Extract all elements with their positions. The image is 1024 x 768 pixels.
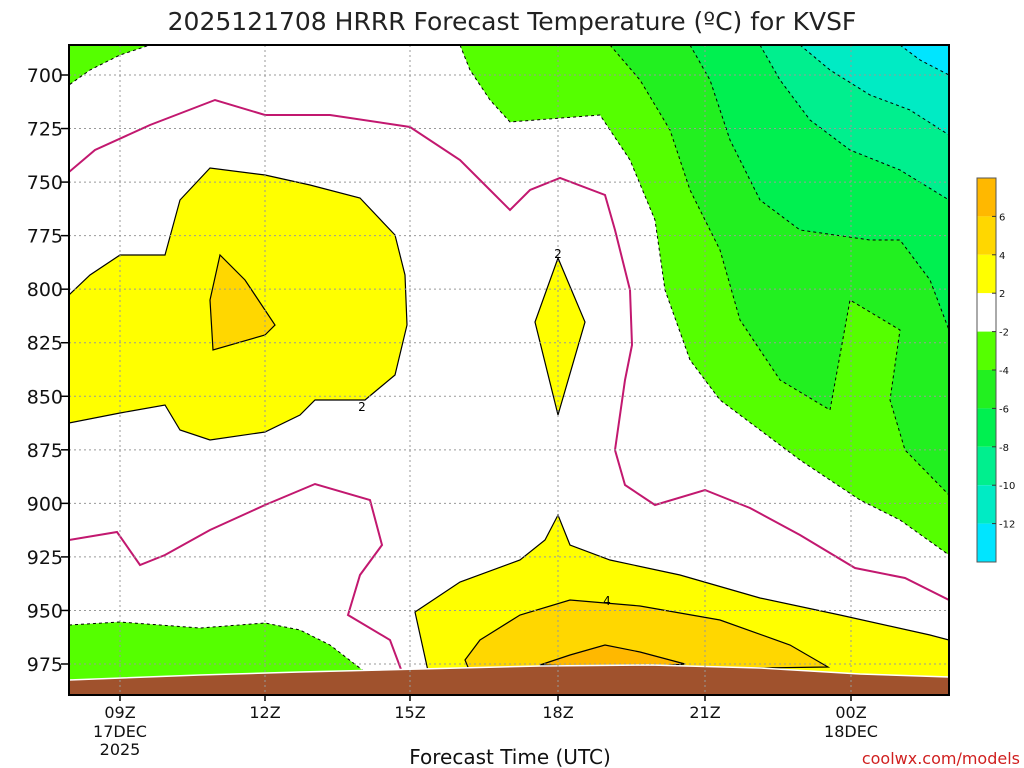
colorbar-swatch <box>977 485 996 524</box>
region-below-minus10 <box>799 45 949 136</box>
colorbar-tick-label: -4 <box>999 366 1009 377</box>
contour-label-2-center: 2 <box>554 247 562 261</box>
x-tick-date: 18DEC <box>824 722 878 741</box>
plot-area <box>69 45 949 695</box>
colorbar-swatch <box>977 370 996 409</box>
colorbar-swatch <box>977 178 996 217</box>
y-tick-label: 875 <box>27 440 63 462</box>
y-tick-label: 900 <box>27 493 63 515</box>
x-tick-label: 09Z <box>104 703 135 722</box>
y-tick-label: 825 <box>27 333 63 355</box>
zero-isotherm-upper <box>69 98 949 601</box>
colorbar: 6 4 2 -2 -4 -6 -8 -10 -12 <box>976 177 1015 563</box>
zero-isotherm-lower <box>69 482 406 681</box>
y-tick-label: 925 <box>27 547 63 569</box>
colorbar-tick-label: -12 <box>999 520 1015 531</box>
contour-label-2-left: 2 <box>358 400 366 414</box>
colorbar-tick-label: 2 <box>999 289 1005 300</box>
x-tick-date: 17DEC <box>93 722 147 741</box>
x-tick-year: 2025 <box>100 740 141 759</box>
y-tick-label: 975 <box>27 654 63 676</box>
y-tick-label: 950 <box>27 600 63 622</box>
plot-frame <box>68 44 950 696</box>
colorbar-tick-label: 4 <box>999 251 1005 262</box>
colorbar-swatch <box>977 331 996 370</box>
x-tick-label: 18Z <box>542 703 573 722</box>
colorbar-tick-label: -2 <box>999 328 1009 339</box>
colorbar-swatch <box>977 216 996 255</box>
x-tick-label: 15Z <box>394 703 425 722</box>
y-tick-label: 850 <box>27 386 63 408</box>
colorbar-swatch <box>977 523 996 562</box>
x-tick-label: 00Z <box>835 703 866 722</box>
credit-text: coolwx.com/models <box>862 749 1020 768</box>
x-tick-label: 21Z <box>689 703 720 722</box>
colorbar-swatch <box>977 408 996 447</box>
y-axis: 700 725 750 775 800 825 850 875 900 925 950 975 <box>27 65 69 676</box>
y-tick-label: 700 <box>27 65 63 87</box>
colorbar-swatch <box>977 446 996 486</box>
colorbar-tick-label: -6 <box>999 404 1009 415</box>
colorbar-tick-label: -10 <box>999 481 1015 492</box>
contour-label-4: 4 <box>603 594 611 608</box>
colorbar-swatch <box>977 254 996 294</box>
region-below-minus12 <box>899 45 949 76</box>
chart-title: 2025121708 HRRR Forecast Temperature (ºC… <box>168 7 857 36</box>
y-tick-label: 725 <box>27 119 63 141</box>
colorbar-swatch <box>977 293 996 332</box>
x-tick-label: 12Z <box>249 703 280 722</box>
colorbar-tick-label: -8 <box>999 443 1009 454</box>
y-tick-label: 800 <box>27 279 63 301</box>
y-tick-label: 775 <box>27 226 63 248</box>
x-axis-label: Forecast Time (UTC) <box>409 745 611 768</box>
colorbar-tick-label: 6 <box>999 212 1005 223</box>
y-tick-label: 750 <box>27 172 63 194</box>
region-surface-negative <box>69 621 367 681</box>
gridlines <box>69 45 949 695</box>
region-topleft-negative <box>69 45 151 86</box>
